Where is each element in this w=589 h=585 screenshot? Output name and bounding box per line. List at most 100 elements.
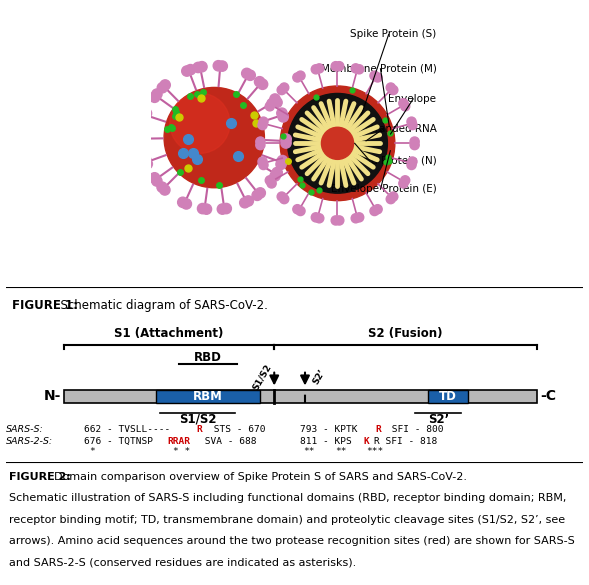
Circle shape xyxy=(201,204,211,214)
Circle shape xyxy=(142,159,153,169)
Circle shape xyxy=(278,112,288,122)
Circle shape xyxy=(370,71,379,80)
Text: **: ** xyxy=(303,447,315,456)
Circle shape xyxy=(311,213,320,222)
Circle shape xyxy=(331,216,340,225)
Circle shape xyxy=(270,171,280,181)
Circle shape xyxy=(355,213,364,222)
Circle shape xyxy=(401,176,410,185)
Text: R: R xyxy=(196,425,202,435)
Text: RRAR: RRAR xyxy=(167,437,190,446)
Circle shape xyxy=(217,61,227,71)
Text: 676 - TQTNSP: 676 - TQTNSP xyxy=(84,437,153,446)
Text: Envelope Protein (E): Envelope Protein (E) xyxy=(330,184,436,194)
Circle shape xyxy=(181,199,191,209)
Circle shape xyxy=(157,82,167,93)
Text: FIGURE 2:: FIGURE 2: xyxy=(9,472,71,482)
Circle shape xyxy=(267,179,276,188)
Text: Membrane Protein (M): Membrane Protein (M) xyxy=(320,64,436,74)
Circle shape xyxy=(407,117,416,126)
Circle shape xyxy=(272,97,282,108)
Circle shape xyxy=(150,173,160,183)
Circle shape xyxy=(386,195,395,204)
Circle shape xyxy=(355,65,364,74)
Circle shape xyxy=(256,140,265,150)
Circle shape xyxy=(243,196,253,206)
Circle shape xyxy=(197,204,208,214)
Circle shape xyxy=(410,137,419,146)
Text: S2’: S2’ xyxy=(312,367,327,386)
Text: R SFI - 818: R SFI - 818 xyxy=(374,437,438,446)
Circle shape xyxy=(255,188,266,198)
Circle shape xyxy=(276,159,286,170)
Circle shape xyxy=(293,205,302,214)
Circle shape xyxy=(277,156,287,166)
Text: SVA - 688: SVA - 688 xyxy=(199,437,257,446)
Circle shape xyxy=(240,198,250,208)
Text: S1/S2: S1/S2 xyxy=(250,362,273,391)
Circle shape xyxy=(137,132,147,142)
Text: FIGURE 1:: FIGURE 1: xyxy=(12,299,78,312)
Text: Schematic diagram of SARS-CoV-2.: Schematic diagram of SARS-CoV-2. xyxy=(53,299,268,312)
Text: SARS-S:: SARS-S: xyxy=(6,425,44,435)
Circle shape xyxy=(160,80,170,90)
Text: Single-stranded RNA: Single-stranded RNA xyxy=(329,124,436,134)
Text: Domain comparison overview of Spike Protein S of SARS and SARS-CoV-2.: Domain comparison overview of Spike Prot… xyxy=(48,472,468,482)
Text: receptor binding motif; TD, transmembrane domain) and proteolytic cleavage sites: receptor binding motif; TD, transmembran… xyxy=(9,515,565,525)
Circle shape xyxy=(259,160,268,170)
Circle shape xyxy=(281,138,291,148)
Bar xyxy=(428,390,468,402)
Circle shape xyxy=(281,134,292,144)
Text: RBM: RBM xyxy=(193,390,223,402)
Circle shape xyxy=(277,192,286,201)
Circle shape xyxy=(152,176,162,186)
Text: * *: * * xyxy=(173,447,190,456)
Text: 793 - KPTK: 793 - KPTK xyxy=(300,425,358,435)
Circle shape xyxy=(386,83,395,92)
Text: TD: TD xyxy=(439,390,457,402)
Circle shape xyxy=(277,85,286,95)
Text: R: R xyxy=(375,425,381,435)
Circle shape xyxy=(351,214,360,223)
Circle shape xyxy=(351,64,360,73)
Circle shape xyxy=(170,93,230,153)
Text: K: K xyxy=(364,437,369,446)
Circle shape xyxy=(407,160,416,170)
Circle shape xyxy=(258,157,267,166)
Circle shape xyxy=(254,77,265,87)
Text: STS - 670: STS - 670 xyxy=(208,425,266,435)
Circle shape xyxy=(213,61,223,71)
Circle shape xyxy=(272,167,282,178)
Circle shape xyxy=(293,73,302,82)
Text: arrows). Amino acid sequences around the two protease recognition sites (red) ar: arrows). Amino acid sequences around the… xyxy=(9,536,574,546)
Bar xyxy=(64,390,537,402)
Circle shape xyxy=(389,85,398,95)
Circle shape xyxy=(181,66,192,76)
Text: SFI - 800: SFI - 800 xyxy=(386,425,443,435)
Circle shape xyxy=(315,64,324,73)
Circle shape xyxy=(399,99,408,108)
Circle shape xyxy=(399,179,408,188)
Circle shape xyxy=(315,214,324,223)
Circle shape xyxy=(164,87,264,188)
Circle shape xyxy=(178,197,188,208)
Circle shape xyxy=(157,182,167,192)
Circle shape xyxy=(257,79,268,90)
Text: ***: *** xyxy=(366,447,384,456)
Text: S2’: S2’ xyxy=(428,412,449,426)
Circle shape xyxy=(267,99,276,108)
Text: 662 - TVSLL----: 662 - TVSLL---- xyxy=(84,425,170,435)
Circle shape xyxy=(296,71,305,80)
Circle shape xyxy=(280,86,395,201)
Circle shape xyxy=(186,64,196,75)
Circle shape xyxy=(259,117,268,126)
Circle shape xyxy=(370,207,379,216)
Circle shape xyxy=(280,83,289,92)
Circle shape xyxy=(311,65,320,74)
Circle shape xyxy=(137,136,147,146)
Circle shape xyxy=(331,61,340,71)
Circle shape xyxy=(197,61,207,72)
Circle shape xyxy=(373,205,382,214)
Circle shape xyxy=(141,108,151,119)
Circle shape xyxy=(258,121,267,130)
